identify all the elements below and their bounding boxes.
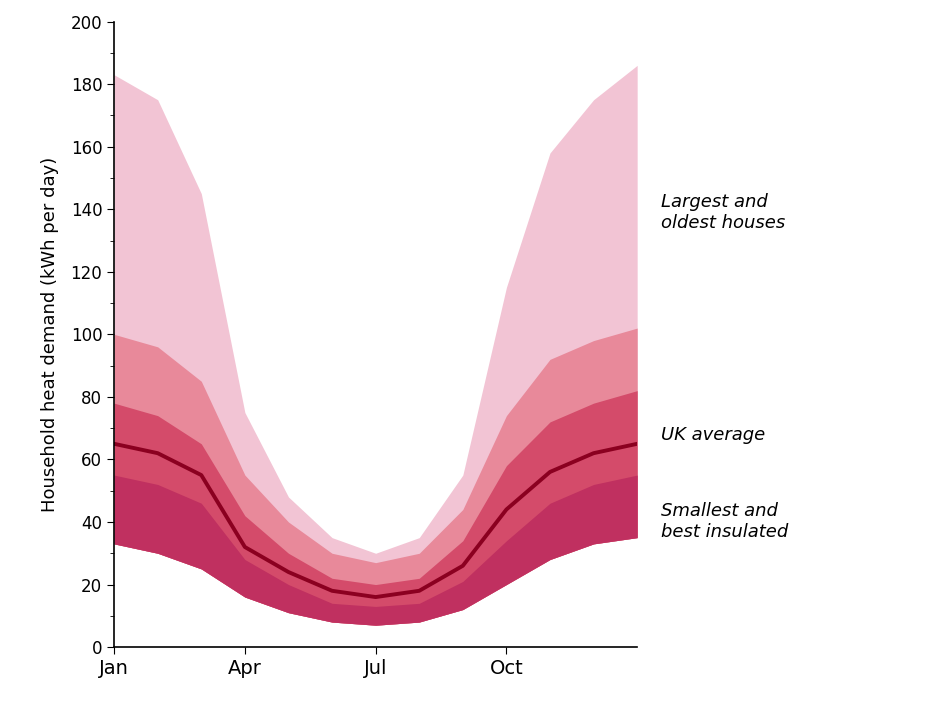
Text: Smallest and
best insulated: Smallest and best insulated xyxy=(661,502,788,541)
Text: Largest and
oldest houses: Largest and oldest houses xyxy=(661,193,786,232)
Y-axis label: Household heat demand (kWh per day): Household heat demand (kWh per day) xyxy=(42,157,60,512)
Text: UK average: UK average xyxy=(661,426,766,444)
